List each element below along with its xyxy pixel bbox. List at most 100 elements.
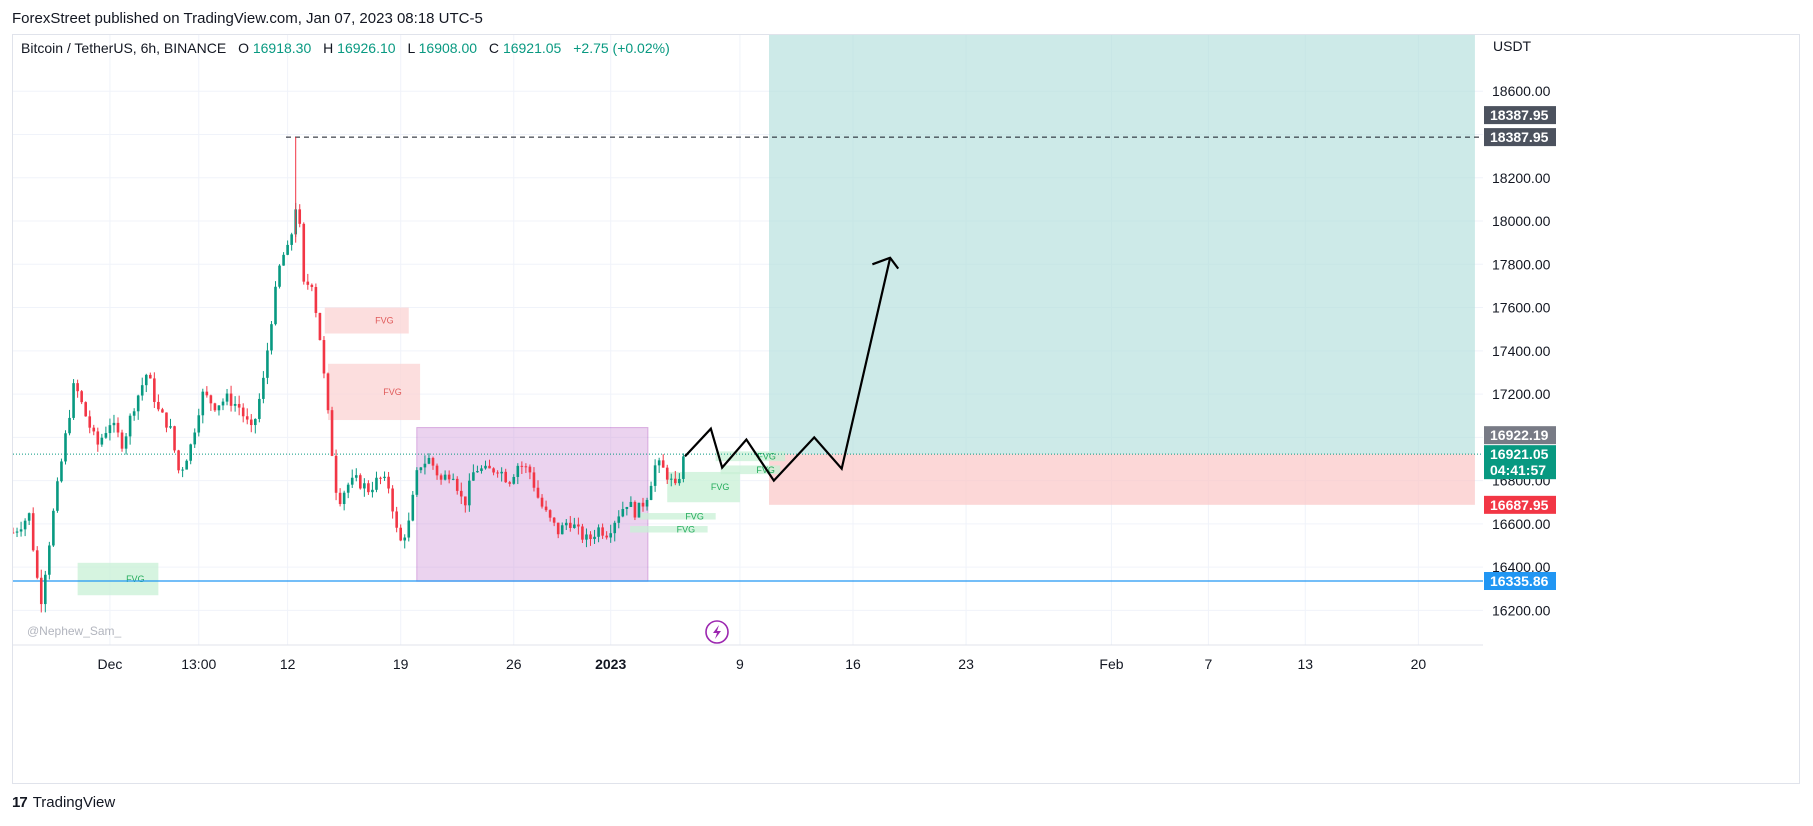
candle-body — [233, 403, 237, 406]
time-tick-label: 9 — [736, 656, 744, 672]
chart-pane[interactable]: FVG FVG FVG FVG FVG FVG FVG FVG 16200.00 16400.0… — [11, 34, 1800, 784]
candle-body — [96, 431, 100, 445]
target-price-tag-2-bg — [1484, 128, 1556, 147]
candle-body — [35, 550, 39, 578]
candle-body — [136, 395, 140, 412]
candle-body — [589, 534, 592, 540]
currency-label: USDT — [1493, 38, 1532, 54]
candle-body — [173, 426, 176, 451]
time-tick-label: 7 — [1204, 656, 1212, 672]
candle-body — [674, 478, 677, 484]
candle-body — [682, 456, 685, 479]
candle-body — [367, 483, 370, 493]
candle-body — [310, 284, 314, 287]
candle-body — [678, 478, 681, 484]
candle-body — [544, 506, 548, 511]
fvg-zone — [639, 513, 716, 520]
fvg-zone — [328, 363, 421, 421]
candle-body — [144, 374, 148, 386]
candle-body — [92, 427, 96, 432]
candle-body — [431, 457, 435, 466]
candle-body — [140, 385, 144, 396]
candle-body — [407, 520, 411, 538]
time-tick-label: 12 — [280, 656, 296, 672]
fvg-label: FVG — [126, 574, 145, 584]
candle-body — [601, 527, 604, 536]
candle-body — [11, 532, 15, 534]
svg-text:Bitcoin / TetherUS, 6h, BINANC: Bitcoin / TetherUS, 6h, BINANCE O 16918.… — [21, 40, 670, 56]
candle-body — [189, 444, 192, 461]
candle-body — [625, 506, 629, 509]
candle-body — [217, 405, 221, 411]
candle-body — [451, 478, 455, 480]
bolt-icon[interactable] — [705, 620, 729, 644]
candle-body — [193, 432, 197, 445]
last-price-tag-bg — [1484, 445, 1556, 480]
candle-body — [342, 492, 346, 505]
candle-body — [64, 433, 67, 462]
stop-price-tag: 16687.95 — [1490, 497, 1549, 513]
candle-body — [205, 391, 209, 396]
candle-body — [504, 471, 507, 483]
legend-change: +2.75 (+0.02%) — [573, 40, 670, 56]
footer: 17 TradingView — [12, 794, 115, 811]
candles — [11, 137, 685, 613]
candle-body — [617, 516, 621, 523]
candle-body — [290, 234, 293, 245]
candle-body — [508, 482, 512, 484]
tradingview-logo-icon[interactable]: 17 — [12, 794, 28, 811]
candle-body — [569, 522, 572, 528]
candle-body — [108, 425, 112, 434]
candle-body — [318, 312, 322, 341]
projection-path — [684, 257, 892, 483]
candle-body — [52, 510, 55, 546]
candle-body — [23, 520, 27, 530]
candle-body — [354, 475, 358, 478]
candle-body — [573, 524, 576, 528]
entry-price-tag: 16922.19 — [1490, 427, 1549, 443]
price-tick-label: 18200.00 — [1492, 170, 1551, 186]
price-tick-label: 18600.00 — [1492, 83, 1551, 99]
level-lines — [13, 136, 1483, 582]
candle-body — [88, 416, 92, 428]
range-box — [416, 427, 649, 582]
time-tick-label: 2023 — [595, 656, 626, 672]
countdown-tag: 04:41:57 — [1490, 462, 1546, 478]
time-tick-label: 13 — [1298, 656, 1314, 672]
candle-body — [201, 391, 205, 416]
candle-body — [100, 437, 104, 445]
fvg-label: FVG — [685, 511, 704, 521]
candle-body — [306, 281, 310, 285]
candle-body — [383, 476, 386, 479]
candle-body — [633, 501, 637, 518]
candle-body — [72, 383, 75, 418]
candle-body — [346, 484, 350, 493]
candle-body — [484, 465, 487, 469]
candle-body — [496, 472, 499, 474]
candle-body — [84, 402, 87, 417]
candle-body — [278, 265, 281, 287]
candle-body — [403, 537, 407, 541]
support-price-tag: 16335.86 — [1490, 573, 1549, 589]
candle-body — [645, 499, 649, 507]
candle-body — [577, 524, 580, 527]
candle-body — [597, 527, 600, 537]
candle-body — [177, 450, 180, 471]
candle-body — [427, 457, 431, 464]
candle-body — [314, 286, 318, 313]
candle-body — [375, 477, 378, 490]
price-tick-label: 17400.00 — [1492, 343, 1551, 359]
candle-body — [459, 490, 463, 497]
candle-body — [350, 477, 354, 485]
price-axis-bg — [1484, 35, 1799, 783]
candle-body — [241, 407, 245, 417]
legend-close-label: C — [489, 40, 499, 56]
candle-body — [282, 254, 285, 266]
candle-body — [419, 467, 423, 471]
legend-low-label: L — [407, 40, 415, 56]
candle-body — [39, 577, 43, 605]
candle-body — [520, 465, 524, 467]
candle-body — [653, 465, 657, 486]
footer-brand[interactable]: TradingView — [32, 794, 116, 811]
